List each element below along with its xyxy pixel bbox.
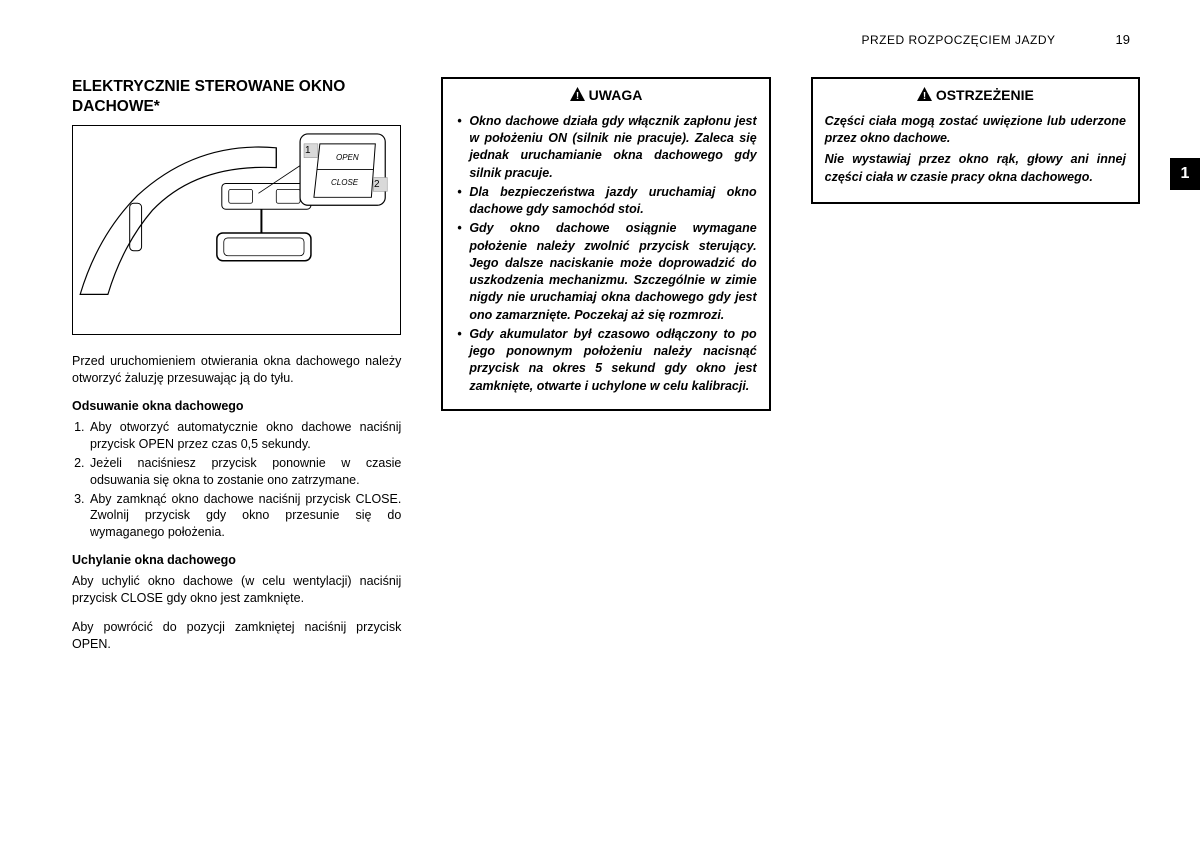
caution-title-text: UWAGA xyxy=(589,87,643,103)
list-item: Dla bezpieczeństwa jazdy uruchamiaj okno… xyxy=(455,184,756,219)
warning-paragraph-1: Części ciała mogą zostać uwięzione lub u… xyxy=(825,113,1126,148)
warning-triangle-icon: ! xyxy=(570,87,585,104)
warning-paragraph-2: Nie wystawiaj przez okno rąk, głowy ani … xyxy=(825,151,1126,186)
list-item: Aby otworzyć automatycznie okno dachowe … xyxy=(88,419,401,453)
page-content: PRZED ROZPOCZĘCIEM JAZDY 19 1 ELEKTRYCZN… xyxy=(0,0,1200,685)
illustration-callout-1: 1 xyxy=(305,145,311,156)
list-item: Gdy okno dachowe osiągnie wymagane położ… xyxy=(455,220,756,324)
subheading-sliding: Odsuwanie okna dachowego xyxy=(72,399,401,413)
caution-list: Okno dachowe działa gdy włącznik zapłonu… xyxy=(455,113,756,395)
section-tab-label: 1 xyxy=(1181,165,1190,183)
warning-title-text: OSTRZEŻENIE xyxy=(936,87,1034,103)
warning-box: ! OSTRZEŻENIE Części ciała mogą zostać u… xyxy=(811,77,1140,204)
page-number: 19 xyxy=(1116,32,1130,47)
warning-triangle-icon: ! xyxy=(917,87,932,104)
column-3: ! OSTRZEŻENIE Części ciała mogą zostać u… xyxy=(811,77,1140,665)
warning-title: ! OSTRZEŻENIE xyxy=(825,87,1126,105)
illustration-callout-2: 2 xyxy=(374,179,380,190)
list-item: Aby zamknąć okno dachowe naciśnij przyci… xyxy=(88,491,401,542)
column-1: ELEKTRYCZNIE STEROWANE OKNO DACHOWE* xyxy=(72,77,401,665)
svg-text:!: ! xyxy=(575,91,578,101)
tilting-paragraph-2: Aby powrócić do pozycji zamkniętej naciś… xyxy=(72,619,401,653)
list-item: Gdy akumulator był czasowo odłączony to … xyxy=(455,326,756,395)
warning-body: Części ciała mogą zostać uwięzione lub u… xyxy=(825,113,1126,186)
illustration-open-label: OPEN xyxy=(336,153,359,162)
section-tab: 1 xyxy=(1170,158,1200,190)
illustration-close-label: CLOSE xyxy=(331,178,358,187)
sunroof-illustration: OPEN CLOSE 1 2 xyxy=(72,125,401,335)
page-header: PRZED ROZPOCZĘCIEM JAZDY 19 xyxy=(72,32,1140,47)
sliding-steps-list: Aby otworzyć automatycznie okno dachowe … xyxy=(72,419,401,541)
caution-title: ! UWAGA xyxy=(455,87,756,105)
subheading-tilting: Uchylanie okna dachowego xyxy=(72,553,401,567)
intro-paragraph: Przed uruchomieniem otwierania okna dach… xyxy=(72,353,401,387)
caution-box: ! UWAGA Okno dachowe działa gdy włącznik… xyxy=(441,77,770,411)
section-title: ELEKTRYCZNIE STEROWANE OKNO DACHOWE* xyxy=(72,77,401,117)
list-item: Okno dachowe działa gdy włącznik zapłonu… xyxy=(455,113,756,182)
list-item: Jeżeli naciśniesz przycisk ponownie w cz… xyxy=(88,455,401,489)
column-2: ! UWAGA Okno dachowe działa gdy włącznik… xyxy=(441,77,770,665)
running-head: PRZED ROZPOCZĘCIEM JAZDY xyxy=(862,33,1056,47)
svg-text:!: ! xyxy=(923,91,926,101)
column-layout: ELEKTRYCZNIE STEROWANE OKNO DACHOWE* xyxy=(72,77,1140,665)
tilting-paragraph-1: Aby uchylić okno dachowe (w celu wentyla… xyxy=(72,573,401,607)
